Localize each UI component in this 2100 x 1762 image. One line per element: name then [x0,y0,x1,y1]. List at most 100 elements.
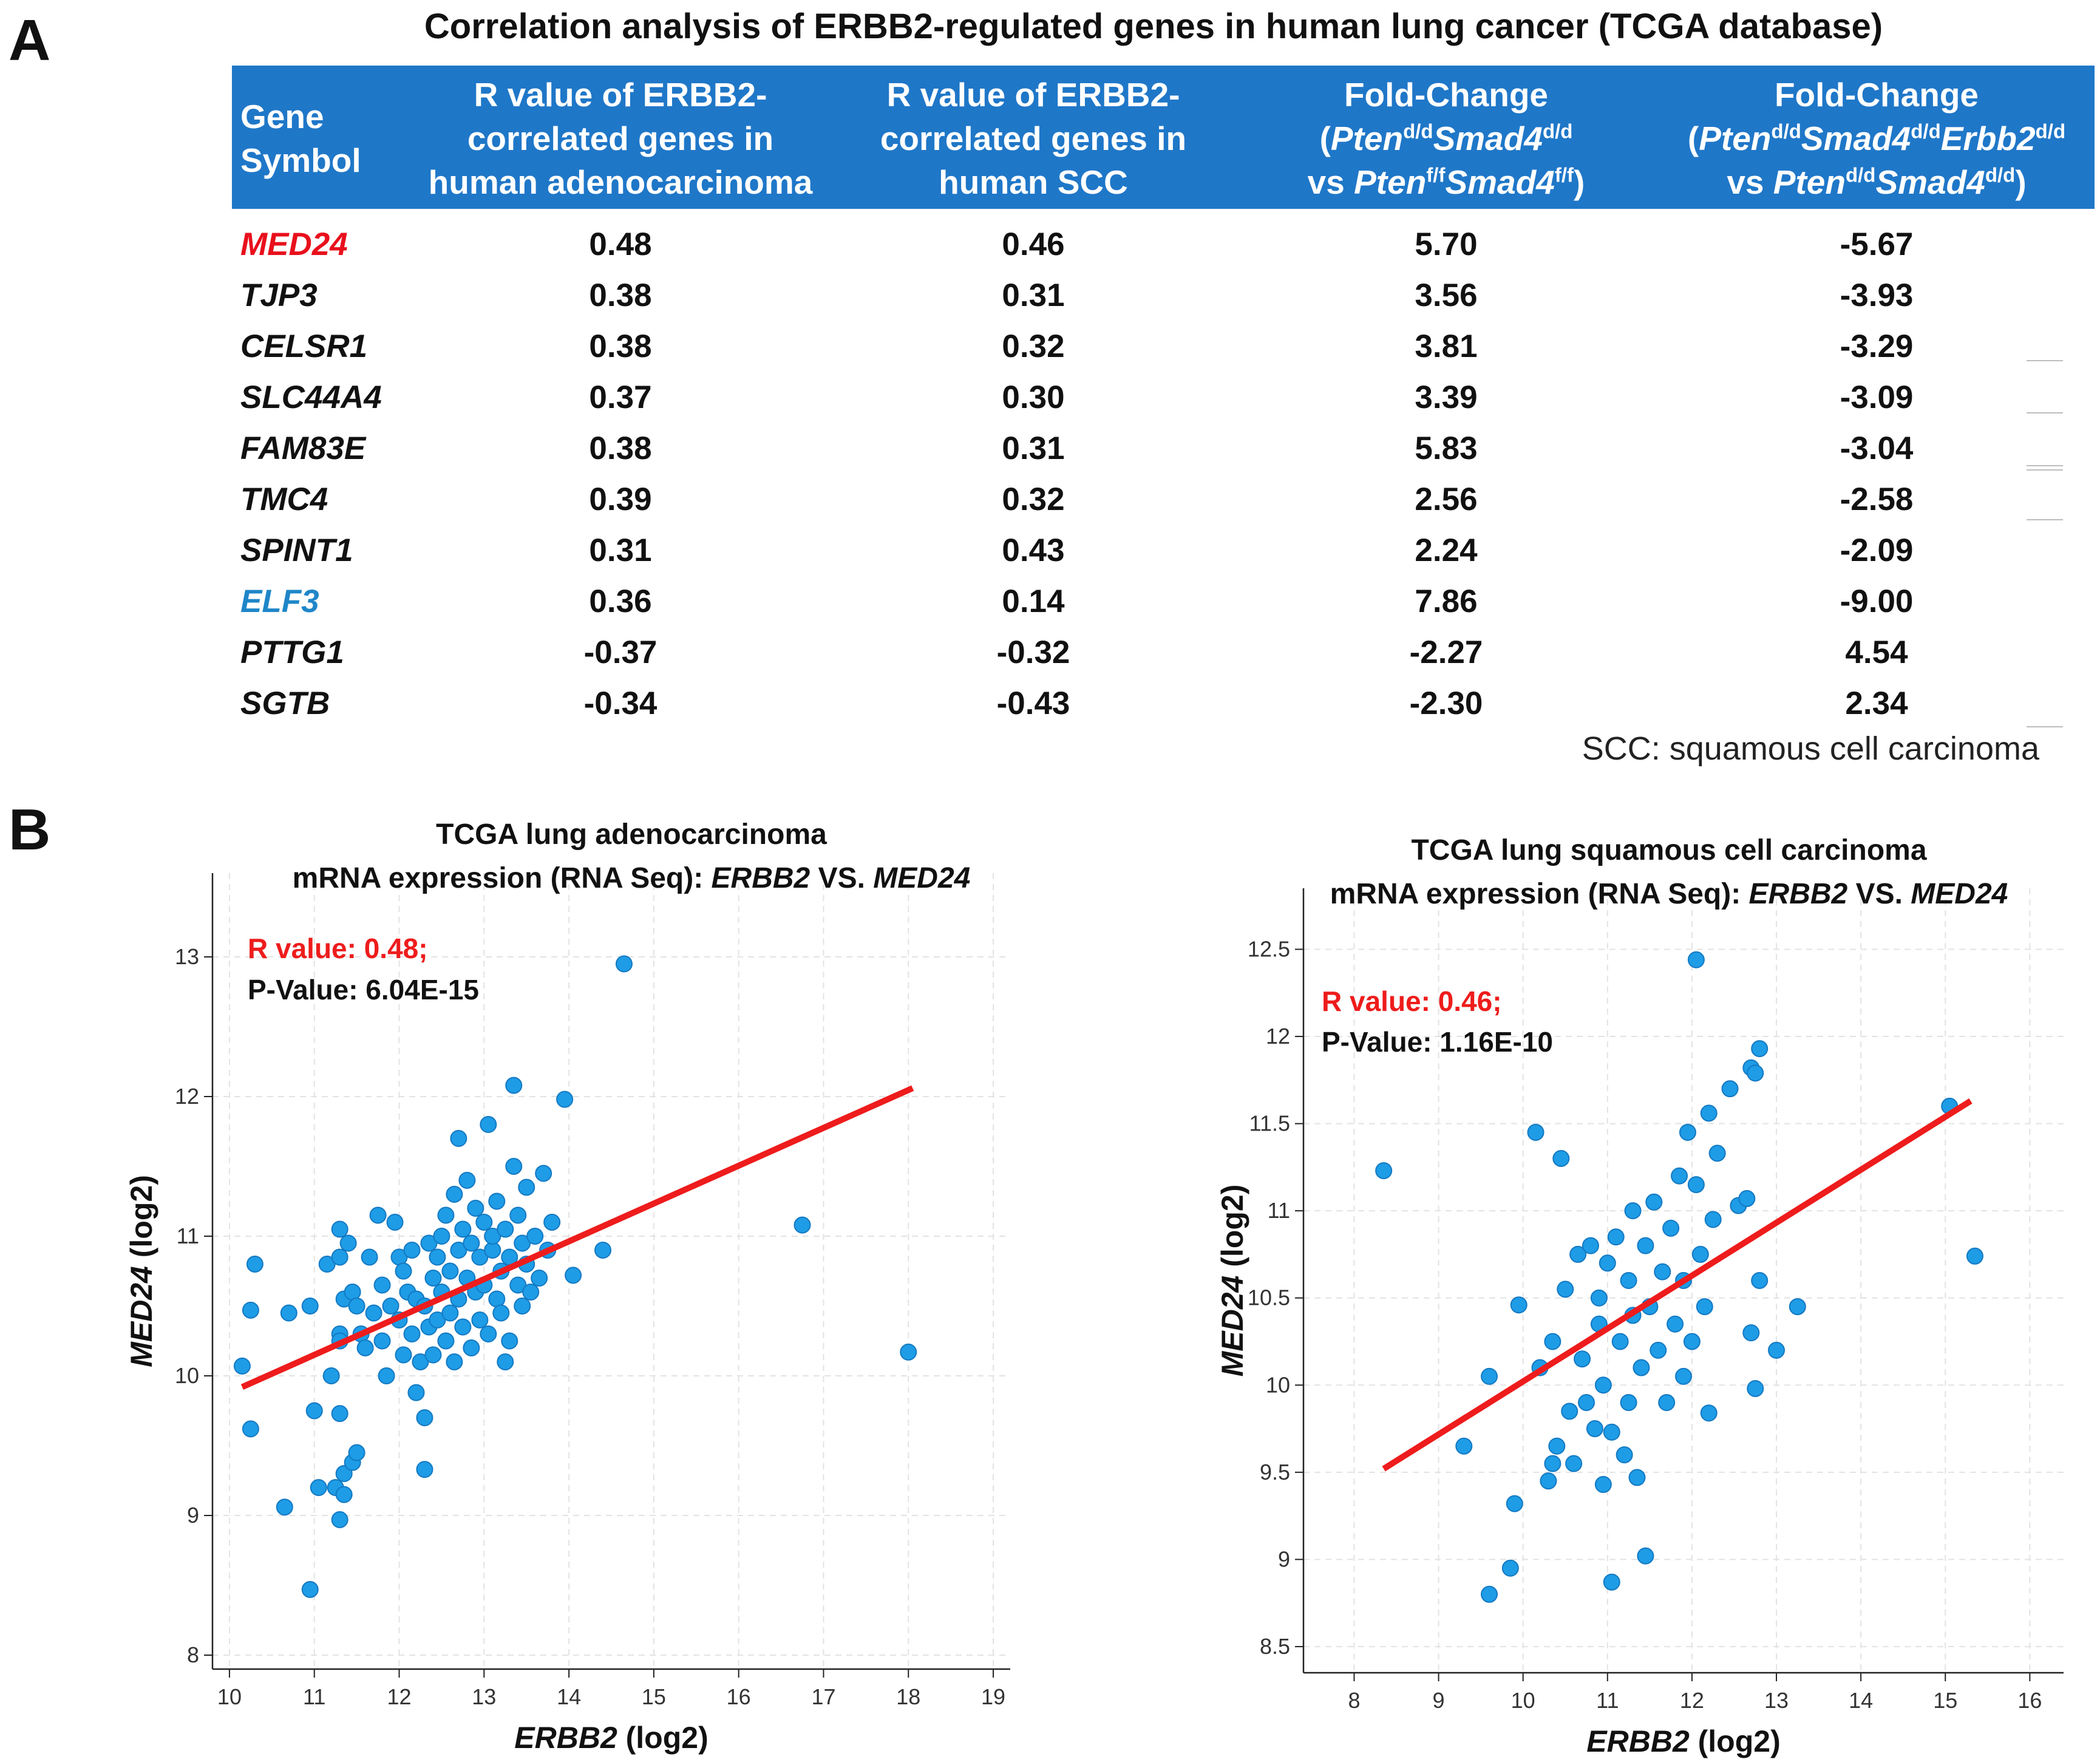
data-point [348,1298,365,1315]
y-tick-label: 12 [175,1084,199,1109]
fold-change-1: -2.27 [1409,634,1483,670]
data-point [1751,1272,1769,1289]
data-point [322,1367,340,1384]
gene-symbol: FAM83E [240,430,366,466]
data-point [1738,1190,1756,1208]
data-point [1691,1245,1709,1263]
x-tick-label: 13 [472,1684,496,1709]
data-point [535,1165,552,1182]
fold-change-2: -3.93 [1840,277,1914,313]
fold-change-2: -9.00 [1840,583,1914,619]
p-value-label: P-Value: 1.16E-10 [1322,1026,1553,1058]
scc-r-value: 0.14 [1002,583,1065,619]
fold-change-2: -3.09 [1840,379,1914,415]
data-point [514,1298,531,1315]
x-axis-title: ERBB2 (log2) [514,1721,708,1755]
gene-symbol: ELF3 [240,583,319,619]
data-point [1645,1193,1663,1211]
data-point [450,1130,467,1147]
regression-line [1382,1098,1973,1472]
header-gene-symbol: Gene Symbol [232,66,408,209]
panel-a-letter: A [8,8,51,73]
gene-symbol: SGTB [240,685,330,721]
data-point [441,1262,459,1280]
gene-correlation-table: Gene Symbol R value of ERBB2- correlated g… [232,66,2095,729]
y-tick-label: 11 [177,1223,199,1248]
data-point [373,1332,391,1350]
fold-change-1: 7.86 [1415,583,1478,619]
data-point [335,1465,353,1482]
r-value-label: R value: 0.46; [1322,985,1502,1017]
gene-symbol: TJP3 [240,277,318,313]
scc-r-value: -0.43 [996,685,1070,721]
data-point [1628,1469,1646,1486]
data-point [416,1461,433,1478]
data-point [1510,1296,1527,1314]
data-point [1481,1585,1498,1603]
data-point [543,1214,561,1231]
data-point [522,1284,540,1301]
data-point [348,1444,365,1461]
data-point [518,1179,535,1196]
data-point [361,1248,378,1266]
data-point [1375,1162,1393,1180]
data-point [1455,1437,1473,1455]
table-row: ELF3 0.36 0.14 7.86 -9.00 [232,576,2095,627]
data-point [1561,1403,1578,1420]
data-point [433,1228,450,1245]
data-point [395,1262,412,1280]
fold-change-2: 4.54 [1845,634,1908,670]
data-point [429,1248,446,1266]
y-tick-label: 11 [1268,1198,1290,1223]
data-point [441,1304,459,1322]
table-edge-mark [2027,465,2063,466]
y-tick-label: 10 [175,1363,199,1388]
data-point [594,1242,612,1259]
data-point [301,1298,319,1315]
data-point [1683,1333,1701,1350]
data-point [242,1420,259,1438]
panel-b-letter: B [8,797,51,862]
data-point [509,1206,527,1224]
data-point [501,1332,518,1350]
data-point [475,1214,493,1231]
data-point [335,1486,353,1503]
data-point [1574,1350,1591,1368]
gene-symbol: SLC44A4 [240,379,382,415]
x-tick-label: 14 [1849,1688,1873,1713]
y-tick-label: 8 [187,1642,199,1667]
x-tick-label: 16 [727,1684,751,1709]
y-tick-label: 12.5 [1248,936,1290,961]
fold-change-2: -3.29 [1840,328,1914,364]
data-point [1557,1281,1574,1298]
x-tick-label: 8 [1348,1688,1360,1713]
data-point [1658,1393,1676,1411]
table-edge-mark [2027,412,2063,413]
y-axis-title: MED24 (log2) [1215,1185,1249,1377]
data-point [900,1343,917,1361]
data-point [331,1405,348,1423]
x-tick-label: 18 [896,1684,920,1709]
data-point [471,1311,489,1328]
data-point [378,1367,395,1384]
data-point [615,955,633,973]
r-value-label: R value: 0.48; [248,933,428,964]
data-point [339,1234,357,1252]
data-point [1590,1289,1608,1307]
x-tick-label: 16 [2017,1688,2042,1713]
data-point [454,1318,472,1336]
data-point [1637,1547,1654,1565]
data-point [1552,1150,1570,1168]
scc-r-value: -0.32 [996,634,1070,670]
data-point [356,1339,374,1356]
x-tick-label: 13 [1764,1688,1789,1713]
data-point [1704,1211,1722,1228]
adeno-r-value: -0.34 [583,685,658,721]
data-point [1700,1104,1718,1122]
data-point [1607,1228,1625,1246]
adeno-r-value: 0.38 [589,430,652,466]
adeno-r-value: 0.48 [589,226,652,262]
x-tick-label: 12 [387,1684,412,1709]
data-point [1569,1245,1587,1263]
data-point [1624,1202,1642,1220]
